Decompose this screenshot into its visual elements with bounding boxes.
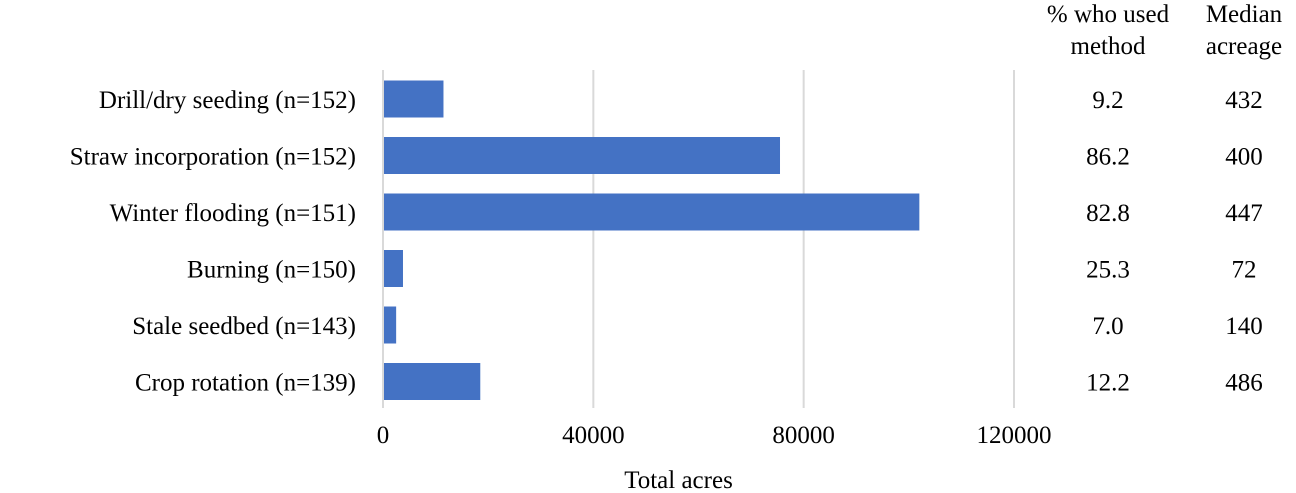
bar xyxy=(384,137,781,174)
table-header: Median xyxy=(1206,1,1283,28)
table-header: method xyxy=(1071,33,1146,60)
table-cell: 432 xyxy=(1225,87,1263,114)
table-cell: 486 xyxy=(1225,370,1263,397)
bar xyxy=(384,306,397,344)
category-label: Crop rotation (n=139) xyxy=(135,370,356,397)
table-cell: 72 xyxy=(1232,257,1257,284)
table-cell: 140 xyxy=(1225,313,1263,340)
bars xyxy=(384,80,920,400)
bar xyxy=(384,250,403,287)
category-label: Stale seedbed (n=143) xyxy=(132,313,356,340)
table-cell: 12.2 xyxy=(1086,370,1130,397)
x-tick-label: 120000 xyxy=(977,422,1052,449)
x-tick-label: 0 xyxy=(377,422,390,449)
category-labels: Drill/dry seeding (n=152) Straw incorpora… xyxy=(70,87,356,397)
x-tick-labels: 0 40000 80000 120000 xyxy=(377,422,1052,449)
x-tick-label: 40000 xyxy=(562,422,625,449)
table-cell: 9.2 xyxy=(1092,87,1123,114)
category-label: Winter flooding (n=151) xyxy=(110,200,356,227)
category-label: Drill/dry seeding (n=152) xyxy=(99,87,356,114)
bar xyxy=(384,80,444,118)
table-cell: 86.2 xyxy=(1086,144,1130,171)
table-header: % who used xyxy=(1047,1,1170,28)
x-tick-label: 80000 xyxy=(772,422,835,449)
table-cell: 400 xyxy=(1225,144,1263,171)
table-cell: 25.3 xyxy=(1086,257,1130,284)
table-cell: 447 xyxy=(1225,200,1263,227)
gridlines xyxy=(592,70,1015,408)
table-cell: 7.0 xyxy=(1092,313,1123,340)
table-cell: 82.8 xyxy=(1086,200,1130,227)
table-header: acreage xyxy=(1206,33,1282,60)
side-table: % who used method 9.2 86.2 82.8 25.3 7.0 12.2 Me… xyxy=(1047,1,1283,397)
category-label: Straw incorporation (n=152) xyxy=(70,144,356,171)
category-label: Burning (n=150) xyxy=(187,257,356,284)
bar xyxy=(384,363,481,400)
x-axis-title: Total acres xyxy=(624,467,733,493)
bar xyxy=(384,193,920,231)
